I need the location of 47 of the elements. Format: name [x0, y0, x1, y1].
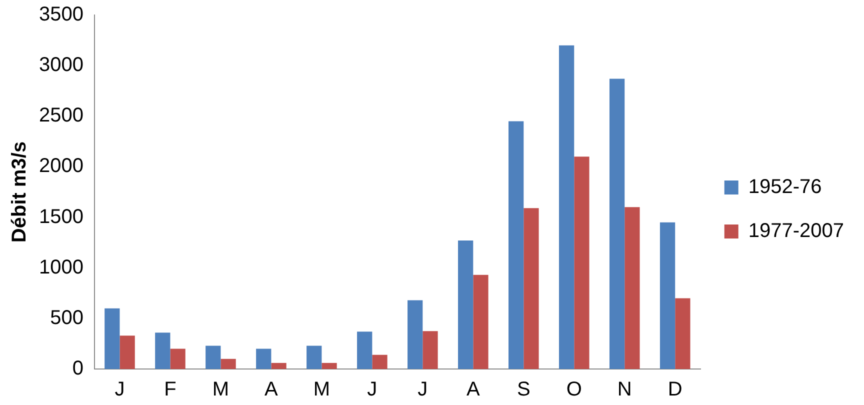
bar	[422, 331, 438, 369]
x-tick-label: J	[114, 378, 125, 401]
y-tick-label: 2500	[38, 104, 84, 127]
bar	[372, 354, 388, 369]
bar	[624, 207, 640, 369]
bar	[357, 332, 372, 369]
y-axis-title: Débit m3/s	[8, 141, 31, 243]
y-tick-label: 1500	[38, 206, 84, 228]
bar	[609, 78, 625, 369]
bar	[155, 332, 170, 369]
x-tick-label: A	[264, 378, 279, 401]
y-tick-label: 0	[72, 358, 84, 380]
bar	[660, 222, 676, 369]
x-tick-label: J	[367, 378, 378, 401]
x-tick-label: M	[313, 378, 330, 401]
y-tick-label: 500	[50, 306, 84, 329]
bar	[104, 308, 120, 369]
x-tick-label: A	[466, 378, 480, 401]
bar	[473, 274, 488, 369]
bar	[458, 240, 474, 369]
x-tick-label: D	[668, 378, 682, 401]
bar	[120, 336, 135, 369]
y-tick-label: 1000	[38, 256, 84, 278]
bar	[306, 346, 322, 369]
y-tick-label: 3000	[38, 54, 84, 76]
bar	[256, 348, 272, 369]
bar	[558, 45, 574, 369]
bar	[322, 362, 337, 369]
bar	[574, 156, 590, 369]
x-tick-label: M	[212, 378, 230, 401]
bar	[206, 346, 221, 369]
bar	[170, 348, 186, 369]
x-tick-label: N	[617, 378, 632, 401]
bar	[508, 121, 524, 369]
y-tick-label: 3500	[38, 4, 84, 26]
x-tick-label: S	[516, 378, 530, 401]
y-tick-label: 2000	[38, 155, 84, 178]
x-tick-label: F	[164, 378, 176, 401]
x-tick-label: J	[418, 378, 428, 401]
bar	[271, 362, 286, 369]
legend-label: 1952-76	[748, 176, 822, 198]
x-tick-label: O	[566, 378, 582, 401]
bar	[220, 358, 236, 369]
legend-label: 1977-2007	[748, 220, 844, 242]
bar	[524, 208, 539, 369]
bar	[675, 298, 690, 369]
bar	[408, 300, 423, 369]
